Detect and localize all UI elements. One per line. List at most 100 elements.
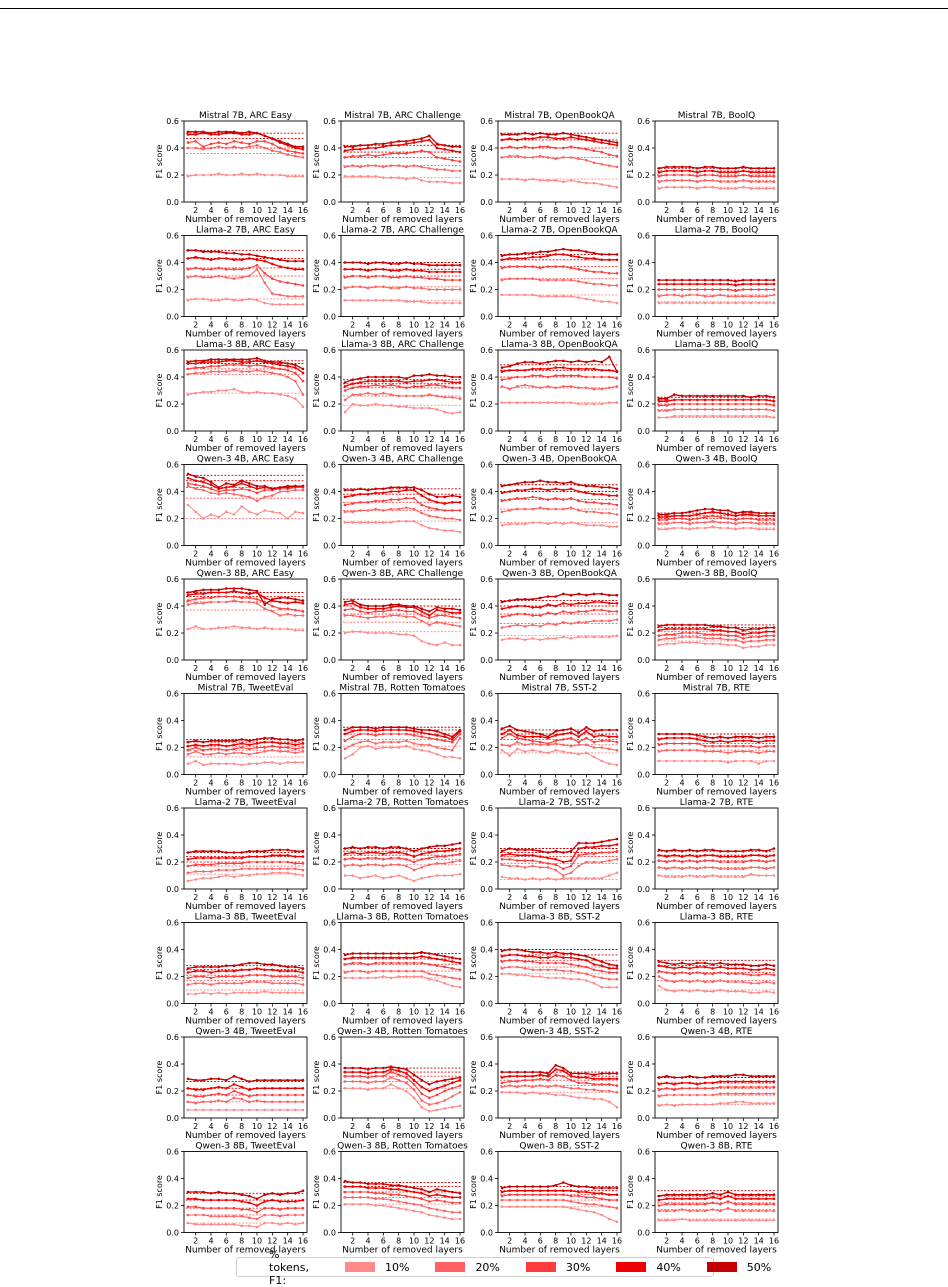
data-point — [255, 363, 259, 367]
data-point — [703, 990, 707, 993]
data-point — [673, 633, 676, 636]
data-point — [772, 744, 776, 748]
data-point — [665, 293, 668, 297]
x-tick-label: 10 — [566, 321, 576, 330]
plot-frame — [183, 922, 308, 1004]
data-point — [458, 1084, 462, 1087]
y-tick-label: 0.6 — [480, 690, 493, 699]
data-point — [443, 747, 447, 751]
data-point — [443, 641, 447, 644]
x-tick-label: 4 — [208, 779, 213, 788]
data-point — [680, 759, 684, 763]
data-point — [508, 1091, 512, 1094]
series-line — [501, 601, 617, 610]
data-point — [734, 1080, 737, 1083]
data-point — [665, 1209, 668, 1213]
x-axis-label: Number of removed layers — [342, 330, 463, 340]
data-point — [209, 1093, 213, 1097]
data-point — [286, 266, 290, 270]
data-point — [615, 165, 619, 169]
data-point — [451, 529, 454, 532]
x-tick-label: 4 — [365, 893, 370, 902]
data-point — [389, 269, 393, 272]
data-point — [278, 293, 282, 297]
data-point — [523, 735, 527, 738]
data-point — [374, 175, 378, 178]
data-point — [194, 1223, 197, 1226]
series-line — [188, 1206, 303, 1213]
y-tick-label: 0.2 — [166, 744, 179, 753]
series-line — [344, 970, 461, 980]
data-point — [531, 137, 534, 140]
data-point — [703, 1076, 707, 1079]
data-point — [665, 165, 668, 169]
data-point — [500, 1194, 504, 1198]
data-point — [428, 526, 431, 530]
x-tick-label: 8 — [239, 779, 244, 788]
data-point — [271, 173, 274, 177]
data-point — [366, 956, 370, 959]
data-point — [194, 130, 197, 134]
data-point — [351, 735, 355, 738]
data-point — [508, 744, 512, 748]
data-point — [673, 748, 676, 752]
data-point — [286, 490, 290, 493]
y-tick-label: 0.6 — [637, 1148, 650, 1157]
data-point — [657, 629, 661, 632]
data-point — [389, 521, 393, 524]
data-point — [703, 1103, 707, 1106]
x-tick-label: 12 — [424, 779, 434, 788]
data-point — [232, 751, 236, 755]
data-point — [301, 1087, 305, 1090]
data-point — [351, 602, 355, 605]
series-line — [344, 403, 461, 414]
data-point — [577, 953, 580, 957]
data-point — [351, 488, 355, 492]
data-point — [673, 173, 676, 177]
data-point — [217, 1223, 220, 1226]
series-line — [658, 965, 775, 971]
data-point — [359, 1196, 362, 1199]
data-point — [608, 258, 611, 262]
data-point — [209, 1206, 213, 1210]
series-line — [658, 1191, 774, 1197]
data-point — [435, 1198, 439, 1202]
data-point — [688, 980, 691, 984]
data-point — [523, 137, 527, 140]
data-point — [734, 972, 737, 976]
data-point — [389, 606, 393, 609]
data-point — [389, 152, 393, 155]
x-tick-label: 14 — [754, 550, 764, 559]
data-point — [202, 753, 205, 756]
data-point — [286, 1100, 290, 1104]
data-point — [209, 743, 213, 747]
data-point — [420, 406, 424, 410]
data-point — [688, 1193, 691, 1196]
data-point — [726, 963, 730, 966]
data-point — [673, 511, 676, 515]
data-point — [734, 990, 737, 993]
x-tick-label: 10 — [566, 206, 576, 215]
data-point — [562, 1205, 565, 1209]
data-point — [516, 1185, 519, 1188]
data-point — [366, 269, 370, 272]
data-point — [772, 511, 776, 515]
data-point — [366, 863, 370, 866]
data-point — [420, 866, 424, 869]
data-point — [749, 872, 753, 876]
data-point — [665, 736, 668, 740]
data-point — [389, 728, 393, 732]
data-point — [696, 631, 699, 635]
data-point — [688, 1103, 691, 1106]
x-tick-label: 2 — [193, 893, 198, 902]
data-point — [397, 614, 401, 617]
data-point — [554, 849, 557, 853]
data-point — [301, 1221, 305, 1225]
data-point — [209, 1077, 213, 1081]
data-point — [523, 257, 527, 260]
data-point — [734, 626, 737, 629]
data-point — [351, 382, 355, 386]
